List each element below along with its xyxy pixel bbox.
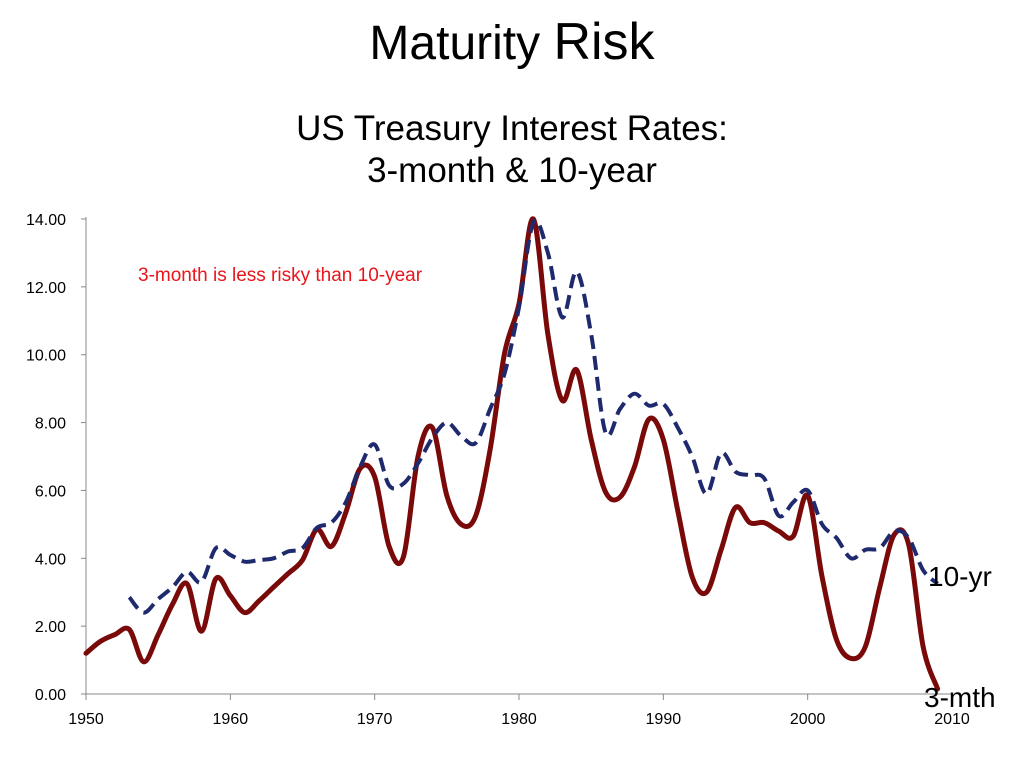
slide-title: Maturity Risk [0,14,1024,72]
x-tick-label: 1970 [357,711,393,728]
chart-annotation: 3-month is less risky than 10-year [138,265,423,286]
x-tick-label: 1980 [501,711,537,728]
series-line-3-mth [83,216,941,692]
chart-title-line2: 3-month & 10-year [367,151,657,190]
y-tick-label: 4.00 [35,551,66,568]
series-line-10-yr [127,218,939,615]
x-tick-label: 1960 [213,711,249,728]
x-tick-label: 2010 [934,711,970,728]
slide-title-part2: Risk [553,13,655,71]
y-tick-label: 14.00 [26,212,66,229]
x-tick-label: 1950 [68,711,104,728]
x-tick-label: 2000 [790,711,826,728]
chart-title: US Treasury Interest Rates: 3-month & 10… [0,108,1024,192]
series-label-10-yr: 10-yr [928,561,992,592]
slide-title-part1: Maturity [369,17,554,70]
y-tick-label: 8.00 [35,416,66,433]
y-tick-label: 12.00 [26,280,66,297]
chart-title-line1: US Treasury Interest Rates: [296,109,728,148]
y-tick-label: 2.00 [35,619,66,636]
x-tick-label: 1990 [646,711,682,728]
y-tick-label: 10.00 [26,348,66,365]
y-tick-label: 6.00 [35,483,66,500]
y-tick-label: 0.00 [35,687,66,704]
series-label-3-mth: 3-mth [924,682,996,713]
